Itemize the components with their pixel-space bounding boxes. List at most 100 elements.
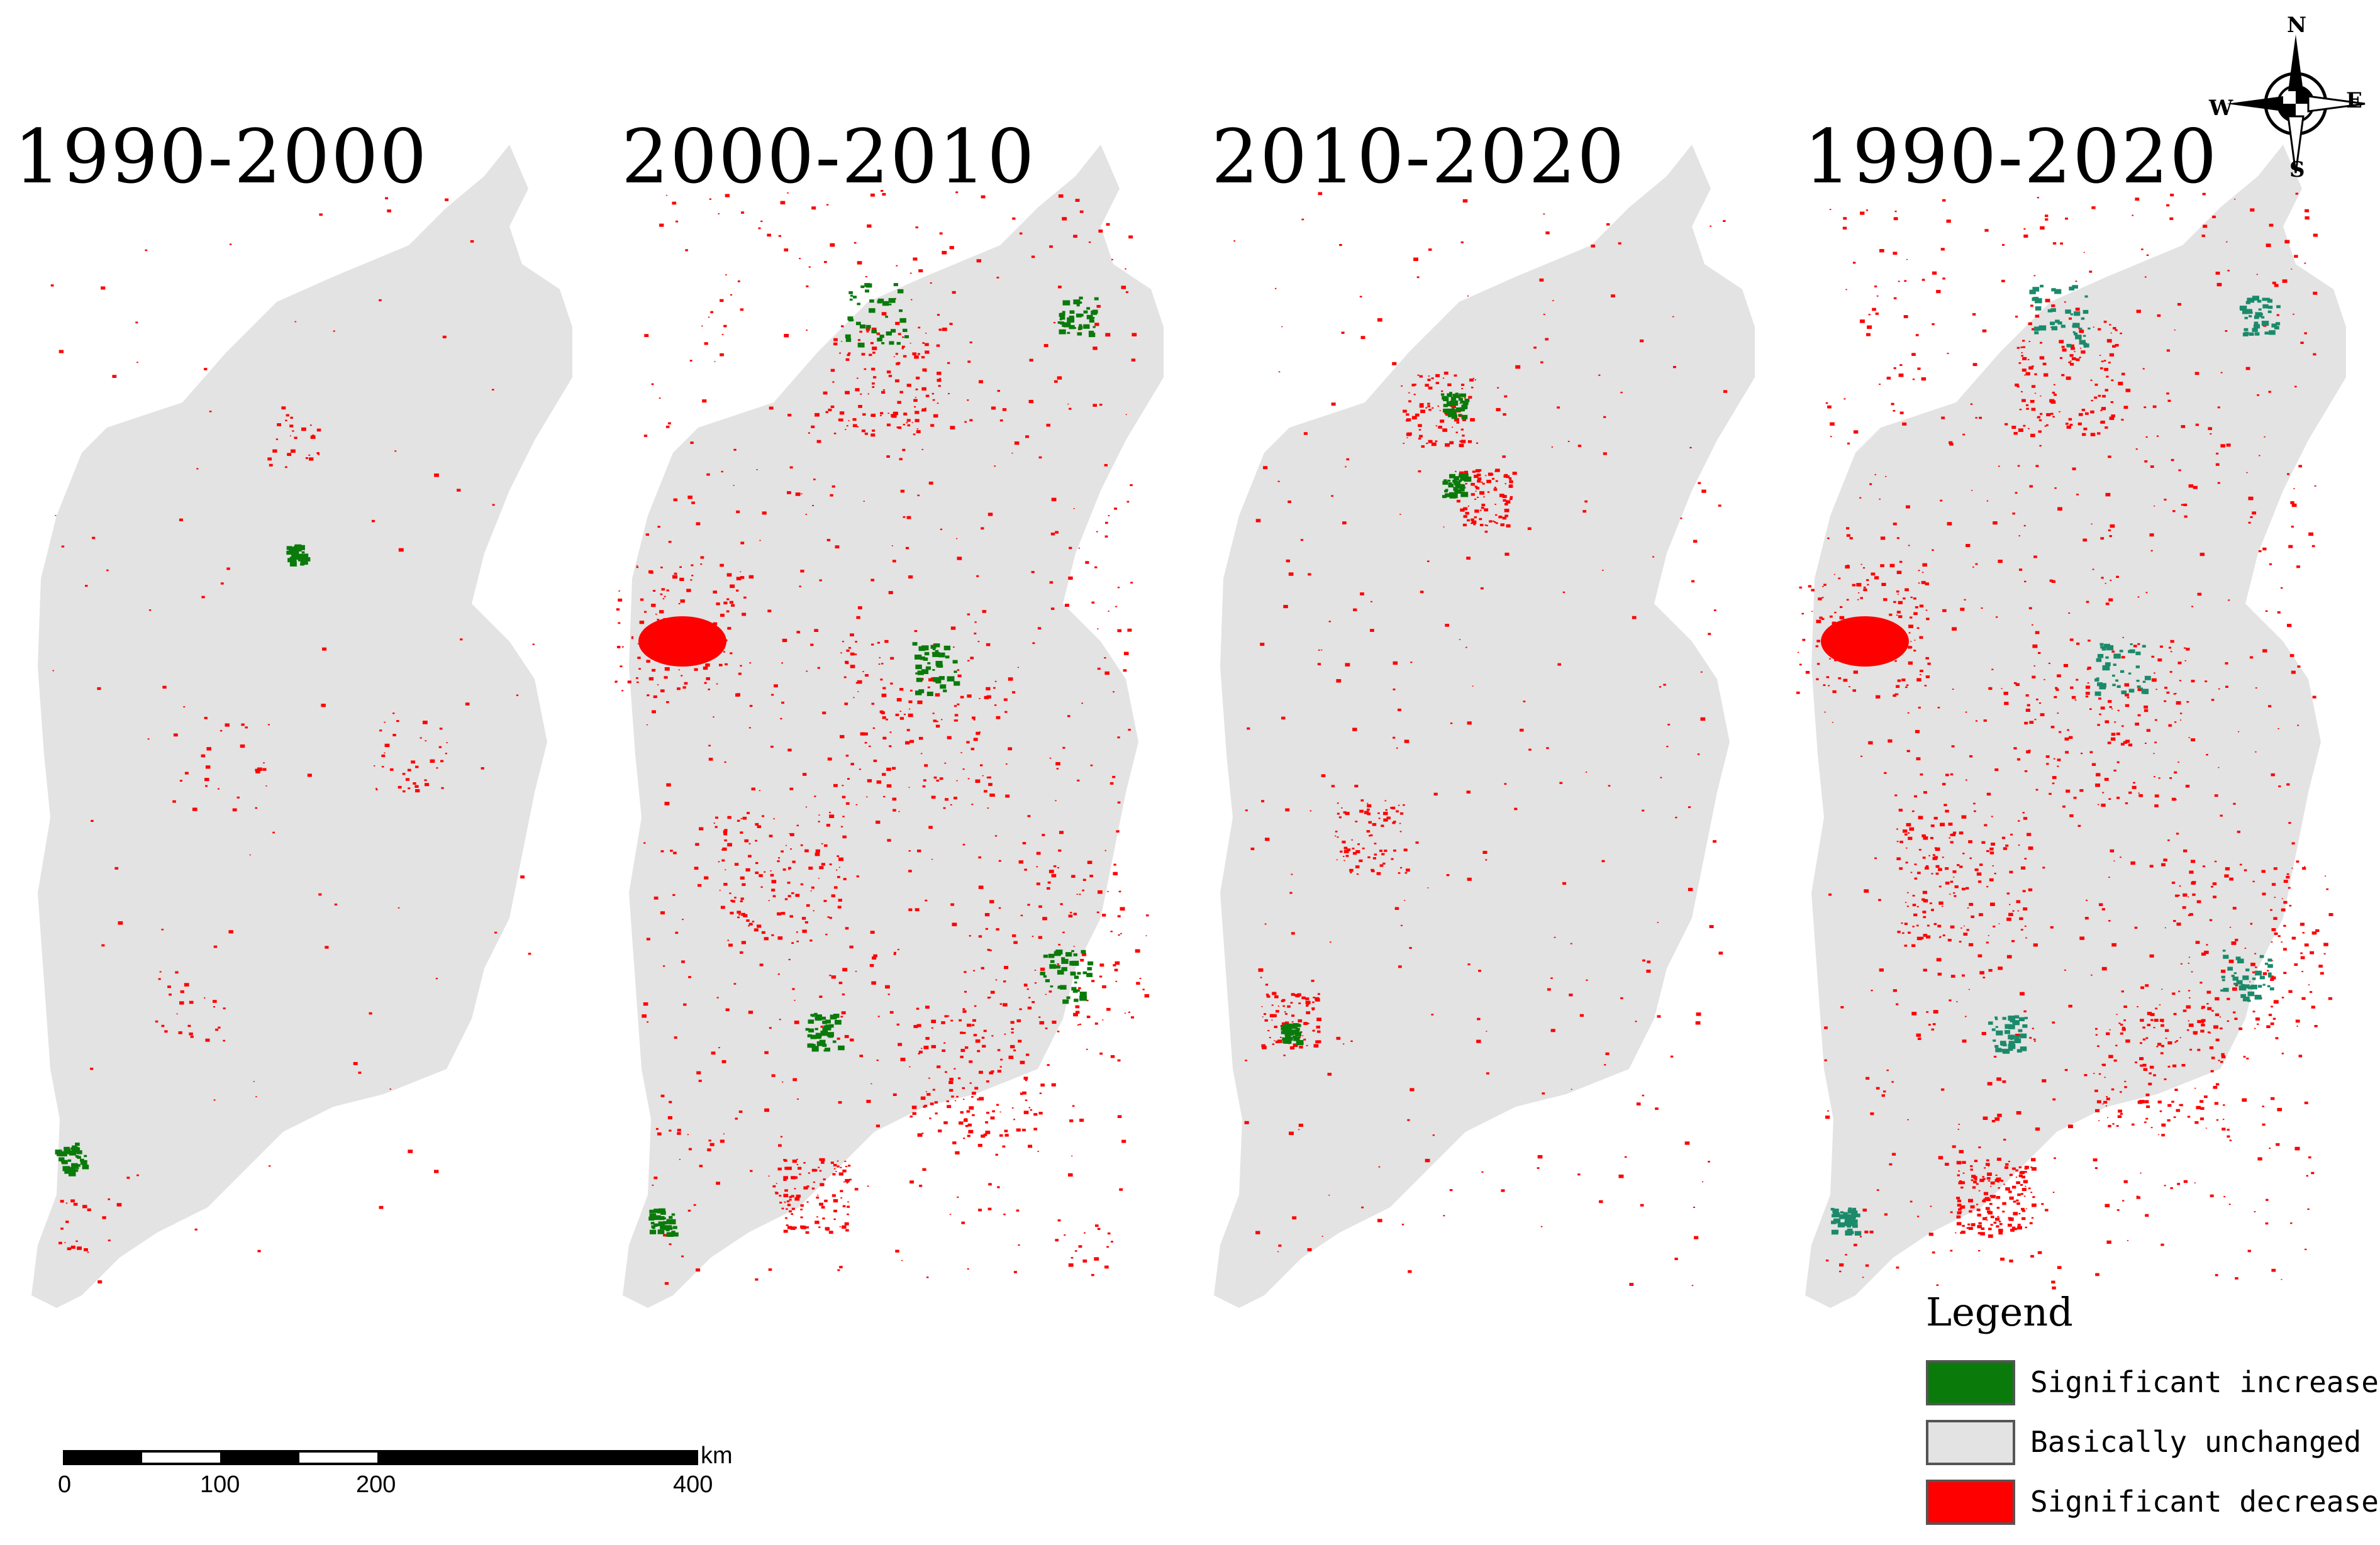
decrease-pixel xyxy=(2201,952,2206,956)
increase-pixel xyxy=(1086,314,1093,319)
decrease-pixel xyxy=(790,848,792,850)
decrease-pixel xyxy=(1923,836,1928,840)
decrease-pixel xyxy=(1854,1243,1857,1246)
decrease-pixel xyxy=(1918,706,1921,709)
decrease-pixel xyxy=(1290,1002,1293,1004)
increase-pixel xyxy=(2235,956,2241,960)
decrease-pixel xyxy=(1509,480,1513,484)
decrease-pixel xyxy=(741,211,745,214)
decrease-pixel xyxy=(1475,490,1477,492)
decrease-pixel xyxy=(1487,491,1490,493)
decrease-pixel xyxy=(1372,857,1376,860)
decrease-pixel xyxy=(2132,214,2134,216)
decrease-pixel xyxy=(1908,632,1911,634)
increase-pixel xyxy=(1845,1230,1850,1234)
decrease-pixel xyxy=(912,1112,916,1116)
increase-pixel xyxy=(672,1232,679,1237)
decrease-pixel xyxy=(664,1282,669,1285)
decrease-pixel xyxy=(929,1117,931,1119)
decrease-pixel xyxy=(2277,728,2279,729)
decrease-pixel xyxy=(2116,797,2120,799)
decrease-pixel xyxy=(1275,1041,1279,1043)
decrease-pixel xyxy=(845,429,847,430)
decrease-pixel xyxy=(653,695,657,699)
decrease-pixel xyxy=(1958,1182,1962,1185)
decrease-pixel xyxy=(1977,1225,1982,1229)
increase-pixel xyxy=(1295,1027,1300,1031)
decrease-pixel xyxy=(2118,382,2123,385)
decrease-pixel xyxy=(2100,420,2105,424)
decrease-pixel xyxy=(2289,905,2292,907)
decrease-pixel xyxy=(1456,421,1459,424)
decrease-pixel xyxy=(2291,842,2295,844)
decrease-pixel xyxy=(1474,509,1479,513)
decrease-pixel xyxy=(838,867,840,868)
decrease-pixel xyxy=(1438,426,1442,429)
decrease-pixel xyxy=(969,341,972,343)
decrease-pixel xyxy=(1501,1189,1505,1192)
decrease-pixel xyxy=(1977,880,1982,883)
decrease-pixel xyxy=(942,251,947,255)
decrease-pixel xyxy=(2074,351,2076,352)
decrease-pixel xyxy=(2040,395,2042,397)
decrease-pixel xyxy=(1466,557,1471,560)
decrease-pixel xyxy=(2171,797,2176,801)
decrease-pixel xyxy=(1040,1083,1045,1087)
map-panel-2000-2010 xyxy=(614,145,1164,1308)
decrease-pixel xyxy=(2012,512,2015,515)
decrease-pixel xyxy=(1377,318,1382,322)
decrease-pixel xyxy=(826,824,830,827)
decrease-pixel xyxy=(1345,466,1347,468)
decrease-pixel xyxy=(1846,599,1849,601)
decrease-pixel xyxy=(660,689,665,692)
decrease-pixel xyxy=(2144,1100,2149,1104)
decrease-pixel xyxy=(756,469,758,470)
decrease-pixel xyxy=(694,867,699,870)
increase-pixel xyxy=(811,1046,819,1051)
decrease-pixel xyxy=(1632,616,1637,619)
decrease-pixel xyxy=(1477,1017,1481,1021)
decrease-pixel xyxy=(750,1170,753,1172)
increase-pixel xyxy=(869,299,874,303)
decrease-pixel xyxy=(294,321,297,323)
decrease-pixel xyxy=(843,1181,845,1183)
decrease-pixel xyxy=(2116,1014,2118,1015)
decrease-pixel xyxy=(627,680,631,684)
decrease-pixel xyxy=(933,776,937,779)
decrease-pixel xyxy=(2042,362,2047,365)
decrease-pixel xyxy=(1908,624,1913,628)
decrease-pixel xyxy=(689,360,692,362)
decrease-pixel xyxy=(1896,537,1899,540)
decrease-pixel xyxy=(1972,313,1976,316)
increase-pixel xyxy=(2116,685,2121,688)
decrease-pixel xyxy=(1390,807,1393,809)
decrease-pixel xyxy=(1087,860,1093,865)
decrease-pixel xyxy=(1921,834,1926,838)
increase-pixel xyxy=(943,645,951,651)
decrease-pixel xyxy=(2099,355,2101,356)
decrease-pixel xyxy=(1898,648,1903,651)
decrease-pixel xyxy=(2171,1100,2174,1103)
decrease-pixel xyxy=(1971,1179,1974,1182)
increase-pixel xyxy=(1459,479,1462,482)
decrease-pixel xyxy=(912,352,917,356)
decrease-pixel xyxy=(681,960,685,963)
decrease-pixel xyxy=(2108,1124,2111,1127)
decrease-pixel xyxy=(1467,506,1469,507)
decrease-pixel xyxy=(2183,503,2188,506)
decrease-pixel xyxy=(869,745,871,747)
decrease-pixel xyxy=(1469,379,1474,382)
decrease-pixel xyxy=(647,694,650,697)
decrease-pixel xyxy=(820,1026,824,1028)
decrease-pixel xyxy=(1404,739,1410,743)
decrease-pixel xyxy=(982,775,984,777)
decrease-pixel xyxy=(2159,1004,2161,1005)
increase-pixel xyxy=(1070,972,1076,976)
decrease-pixel xyxy=(982,610,987,613)
decrease-pixel xyxy=(1826,676,1830,678)
decrease-pixel xyxy=(746,919,750,922)
decrease-pixel xyxy=(2133,782,2135,784)
decrease-pixel xyxy=(1352,728,1357,731)
decrease-pixel xyxy=(1994,1117,2000,1121)
decrease-pixel xyxy=(718,861,720,863)
